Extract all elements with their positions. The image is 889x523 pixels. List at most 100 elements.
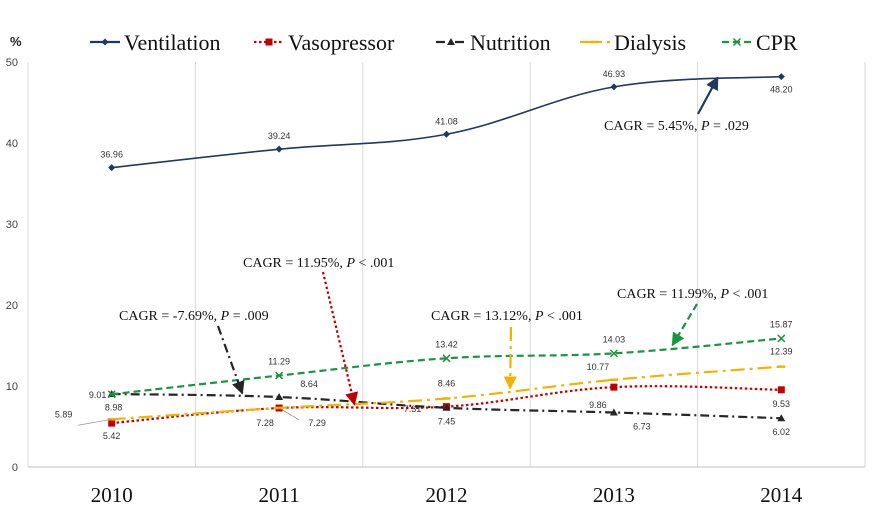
annotation-arrow-dialysis [503, 326, 517, 390]
data-label-dialysis: 12.39 [770, 347, 793, 357]
marker-cpr-stroke [609, 349, 618, 358]
marker-cpr-stroke [275, 371, 284, 380]
legend-label-dialysis: Dialysis [614, 30, 686, 55]
leader-line [278, 407, 300, 421]
annotation-text-part: CAGR = -7.69%, [119, 309, 221, 324]
legend-label-vasopressor: Vasopressor [288, 30, 395, 55]
marker-vasopressor [108, 419, 116, 427]
grid-lines [27, 62, 866, 467]
legend-marker-nutrition [447, 38, 455, 45]
annotation-text-ventilation: CAGR = 5.45%, P = .029 [604, 119, 749, 134]
annotation-text-vasopressor: CAGR = 11.95%, P < .001 [243, 256, 394, 271]
axes: 0 10 20 30 40 50 2010 2011 2012 2013 2014 [6, 57, 865, 507]
series-line-nutrition [111, 392, 782, 420]
annotation-text-cpr: CAGR = 11.99%, P < .001 [617, 287, 768, 302]
data-label-ventilation: 48.20 [770, 85, 793, 95]
y-axis-label: % [10, 34, 22, 49]
marker-vasopressor [610, 383, 618, 391]
marker-ventilation [610, 83, 618, 91]
annotation-p: P [700, 119, 710, 134]
y-tick-label: 30 [6, 219, 18, 231]
data-label-ventilation: 39.24 [268, 131, 291, 141]
leader-line [77, 418, 112, 426]
legend-marker-vasopressor [265, 38, 273, 46]
marker-ventilation [108, 164, 116, 172]
data-label-dialysis: 8.46 [438, 378, 456, 388]
x-tick-label: 2011 [258, 483, 299, 507]
data-label-nutrition: 6.02 [773, 427, 791, 437]
annotation-dialysis: CAGR = 13.12%, P < .001 [431, 309, 583, 390]
data-label-dialysis: 5.89 [55, 409, 73, 419]
annotation-text-dialysis: CAGR = 13.12%, P < .001 [431, 309, 583, 324]
data-label-vasopressor: 9.86 [589, 400, 607, 410]
marker-cpr [609, 349, 618, 358]
annotation-text-part: CAGR = 11.95%, [243, 256, 346, 271]
marker-cpr [442, 354, 451, 363]
legend-label-nutrition: Nutrition [470, 30, 551, 55]
data-label-dialysis: 7.29 [308, 418, 326, 428]
data-label-ventilation: 41.08 [435, 116, 458, 126]
data-labels: 36.96 39.24 41.08 46.93 48.20 5.42 7.28 7.45 9.8… [55, 69, 793, 441]
data-label-dialysis: 10.77 [587, 362, 610, 372]
legend: Ventilation Vasopressor Nutrition Dialysis C… [90, 30, 798, 55]
legend-label-ventilation: Ventilation [124, 30, 221, 55]
data-label-ventilation: 36.96 [100, 150, 123, 160]
annotation-text-part: CAGR = 13.12%, [431, 309, 535, 324]
legend-marker-ventilation [101, 38, 109, 46]
x-tick-label: 2010 [91, 483, 133, 507]
marker-cpr [275, 371, 284, 380]
marker-cpr-stroke [777, 334, 786, 343]
marker-nutrition [275, 393, 284, 401]
marker-cpr [107, 390, 116, 399]
y-tick-label: 50 [6, 57, 18, 69]
marker-nutrition [777, 414, 786, 422]
annotation-text-part: CAGR = 5.45%, [604, 119, 701, 134]
annotation-arrow-cpr [671, 303, 698, 347]
marker-cpr-stroke [442, 354, 451, 363]
data-label-cpr: 8.98 [105, 402, 123, 412]
x-tick-label: 2014 [760, 483, 803, 507]
y-tick-label: 20 [6, 300, 18, 312]
data-label-vasopressor: 7.45 [438, 417, 456, 427]
data-label-nutrition: 7.31 [404, 404, 422, 414]
marker-nutrition [442, 403, 451, 411]
annotation-ventilation: CAGR = 5.45%, P = .029 [604, 76, 749, 134]
series-dialysis [107, 365, 786, 421]
annotation-vasopressor: CAGR = 11.95%, P < .001 [243, 256, 394, 406]
marker-ventilation [275, 145, 283, 153]
annotation-nutrition: CAGR = -7.69%, P = .009 [119, 309, 269, 395]
annotation-text-part: < .001 [544, 309, 583, 324]
x-tick-label: 2013 [593, 483, 635, 507]
y-tick-label: 40 [6, 138, 18, 150]
marker-vasopressor [777, 386, 785, 394]
annotation-arrow-nutrition [216, 325, 245, 395]
annotations: CAGR = 5.45%, P = .029 CAGR = 11.95%, P <… [119, 76, 768, 406]
annotation-text-part: = .009 [229, 309, 268, 324]
data-label-cpr: 13.42 [435, 339, 458, 349]
annotation-cpr: CAGR = 11.99%, P < .001 [617, 287, 768, 347]
data-label-ventilation: 46.93 [603, 69, 626, 79]
series-line-dialysis [111, 365, 782, 421]
legend-item-dialysis: Dialysis [580, 30, 686, 55]
annotation-p: P [719, 287, 729, 302]
series-layer [107, 73, 786, 427]
data-label-vasopressor: 7.28 [256, 418, 274, 428]
annotation-text-part: < .001 [355, 256, 394, 271]
annotation-text-part: CAGR = 11.99%, [617, 287, 720, 302]
annotation-p: P [534, 309, 544, 324]
marker-ventilation [443, 130, 450, 138]
y-tick-label: 0 [12, 462, 18, 474]
x-tick-label: 2012 [426, 483, 468, 507]
marker-nutrition [609, 408, 618, 416]
annotation-text-nutrition: CAGR = -7.69%, P = .009 [119, 309, 269, 324]
data-label-cpr: 14.03 [603, 334, 626, 344]
annotation-text-part: < .001 [729, 287, 768, 302]
data-label-nutrition: 6.73 [633, 421, 651, 431]
annotation-arrow-vasopressor [321, 271, 359, 406]
data-label-nutrition: 9.01 [89, 390, 107, 400]
legend-item-nutrition: Nutrition [436, 30, 551, 55]
data-label-nutrition: 8.64 [300, 379, 318, 389]
legend-label-cpr: CPR [756, 30, 798, 55]
data-label-vasopressor: 9.53 [773, 399, 791, 409]
